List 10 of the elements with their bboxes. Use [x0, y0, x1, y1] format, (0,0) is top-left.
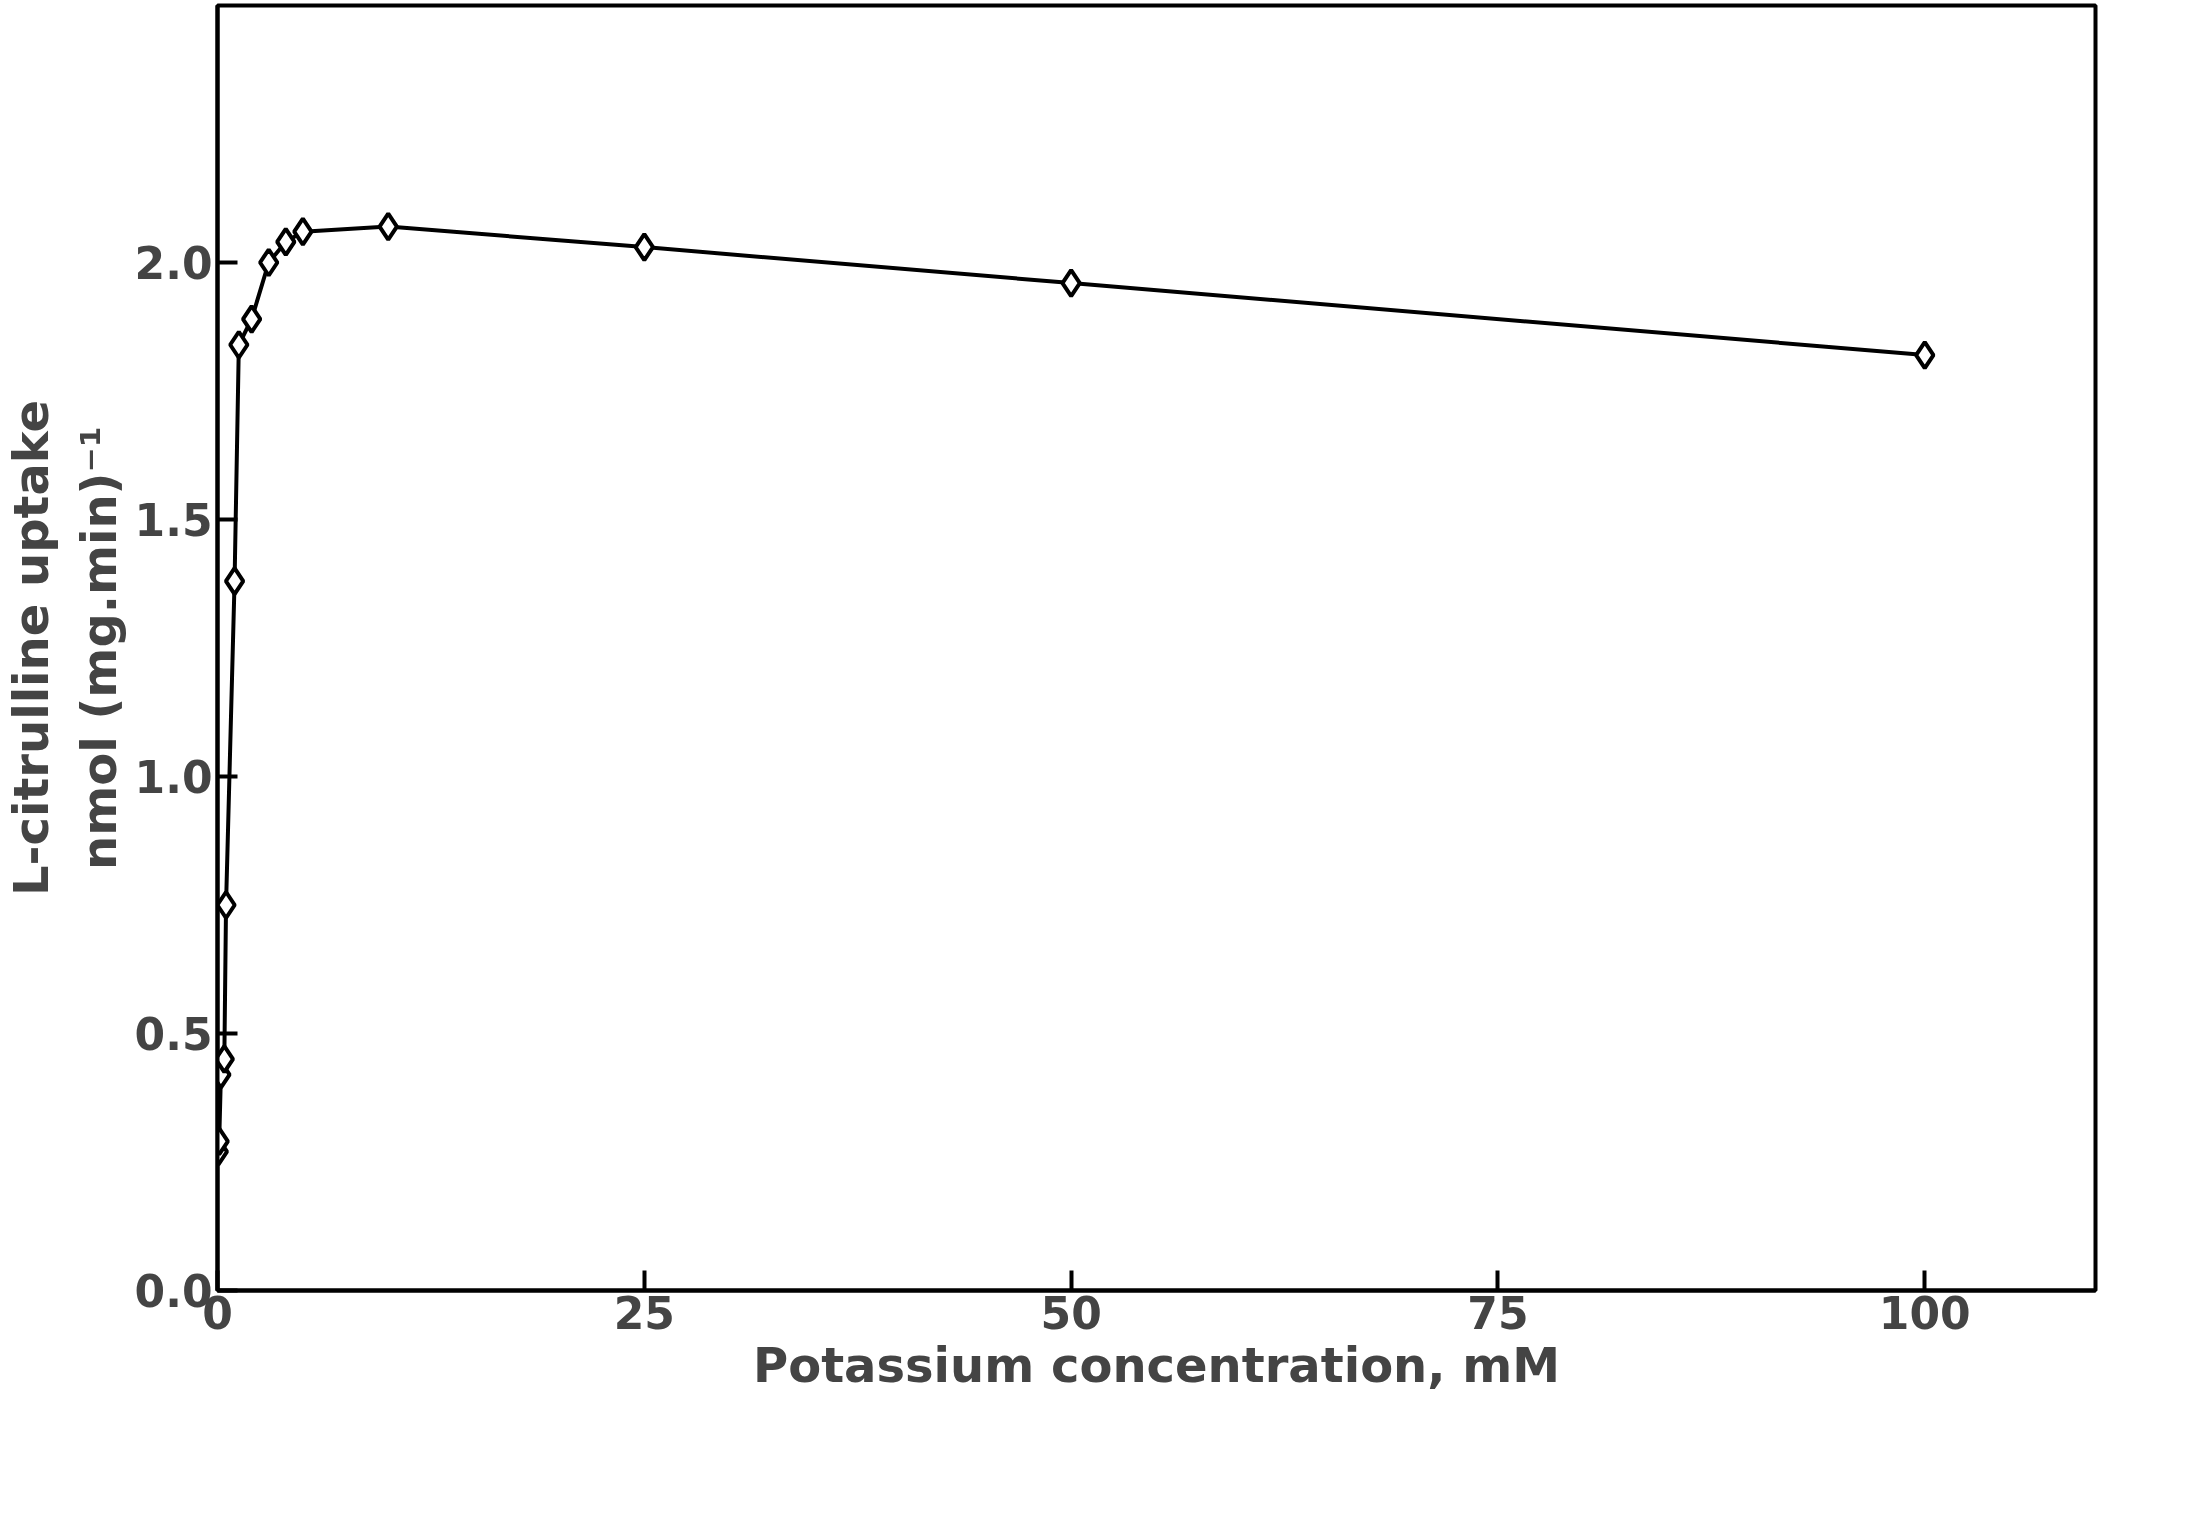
y-axis-title: L-citrulline uptake nmol (mg.min)⁻¹ — [3, 399, 127, 897]
y-tick-label: 0.5 — [134, 1009, 213, 1060]
x-tick-label: 100 — [1878, 1287, 1971, 1339]
y-tick-label: 1.0 — [134, 752, 213, 803]
x-axis-title: Potassium concentration, mM — [752, 1336, 1561, 1393]
x-tick-label: 75 — [1467, 1287, 1529, 1339]
y-tick-label: 1.5 — [134, 495, 213, 546]
x-tick-label: 25 — [613, 1287, 675, 1339]
y-tick-label: 2.0 — [134, 238, 213, 289]
x-tick-label: 50 — [1040, 1287, 1102, 1339]
